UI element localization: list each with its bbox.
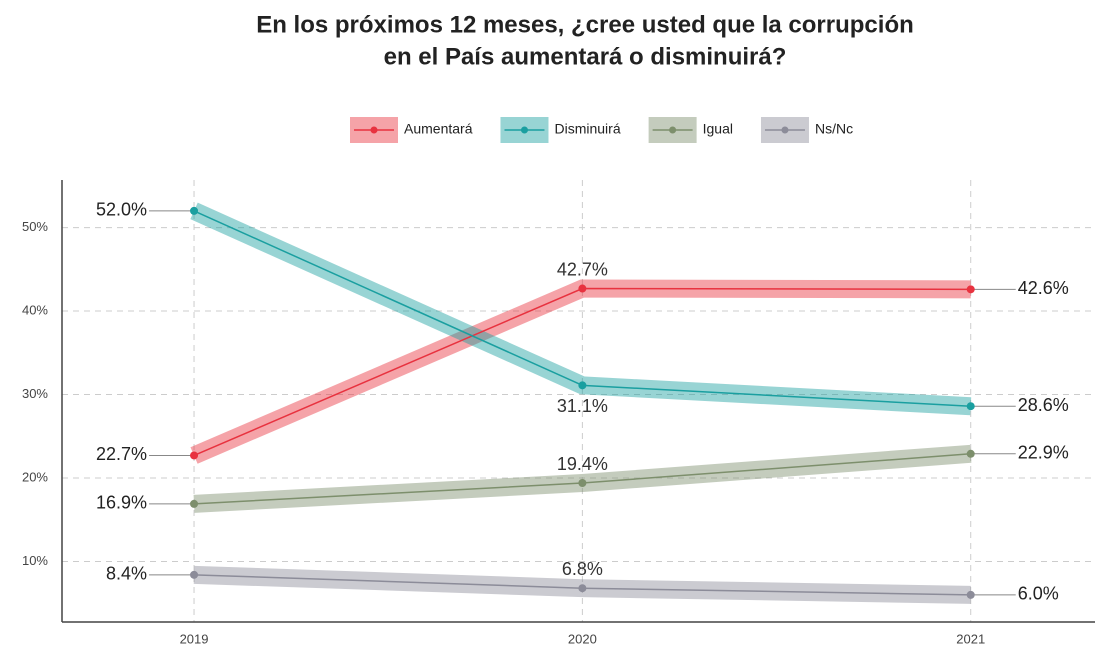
legend-label: Disminuirá bbox=[554, 121, 620, 137]
point bbox=[578, 584, 587, 593]
legend-dot bbox=[781, 126, 789, 134]
y-tick-label: 20% bbox=[22, 469, 48, 484]
legend-dot bbox=[669, 126, 677, 134]
point bbox=[966, 449, 975, 458]
data-label: 19.4% bbox=[557, 454, 608, 474]
point bbox=[190, 206, 199, 215]
y-tick-label: 30% bbox=[22, 386, 48, 401]
point bbox=[966, 590, 975, 599]
data-label: 22.7% bbox=[96, 444, 147, 464]
chart-title: En los próximos 12 meses, ¿cree usted qu… bbox=[256, 11, 914, 38]
legend-dot bbox=[520, 126, 528, 134]
point bbox=[190, 570, 199, 579]
legend-label: Aumentará bbox=[404, 121, 473, 137]
data-label: 22.9% bbox=[1018, 443, 1069, 463]
point bbox=[578, 381, 587, 390]
data-label: 42.7% bbox=[557, 259, 608, 279]
data-label: 8.4% bbox=[106, 564, 147, 584]
y-tick-label: 50% bbox=[22, 219, 48, 234]
data-label: 42.6% bbox=[1018, 278, 1069, 298]
x-tick-label: 2021 bbox=[956, 631, 985, 646]
point bbox=[190, 499, 199, 508]
y-tick-label: 10% bbox=[22, 553, 48, 568]
legend-dot bbox=[370, 126, 378, 134]
point bbox=[578, 479, 587, 488]
data-label: 31.1% bbox=[557, 396, 608, 416]
legend-label: Igual bbox=[703, 121, 733, 137]
data-label: 52.0% bbox=[96, 200, 147, 220]
legend-label: Ns/Nc bbox=[815, 121, 853, 137]
point bbox=[190, 451, 199, 460]
y-tick-label: 40% bbox=[22, 302, 48, 317]
x-tick-label: 2020 bbox=[568, 631, 597, 646]
chart-title: en el País aumentará o disminuirá? bbox=[384, 43, 787, 70]
data-label: 6.8% bbox=[562, 559, 603, 579]
data-label: 6.0% bbox=[1018, 584, 1059, 604]
point bbox=[578, 284, 587, 293]
x-tick-label: 2019 bbox=[180, 631, 209, 646]
data-label: 28.6% bbox=[1018, 395, 1069, 415]
point bbox=[966, 285, 975, 294]
point bbox=[966, 402, 975, 411]
data-label: 16.9% bbox=[96, 493, 147, 513]
